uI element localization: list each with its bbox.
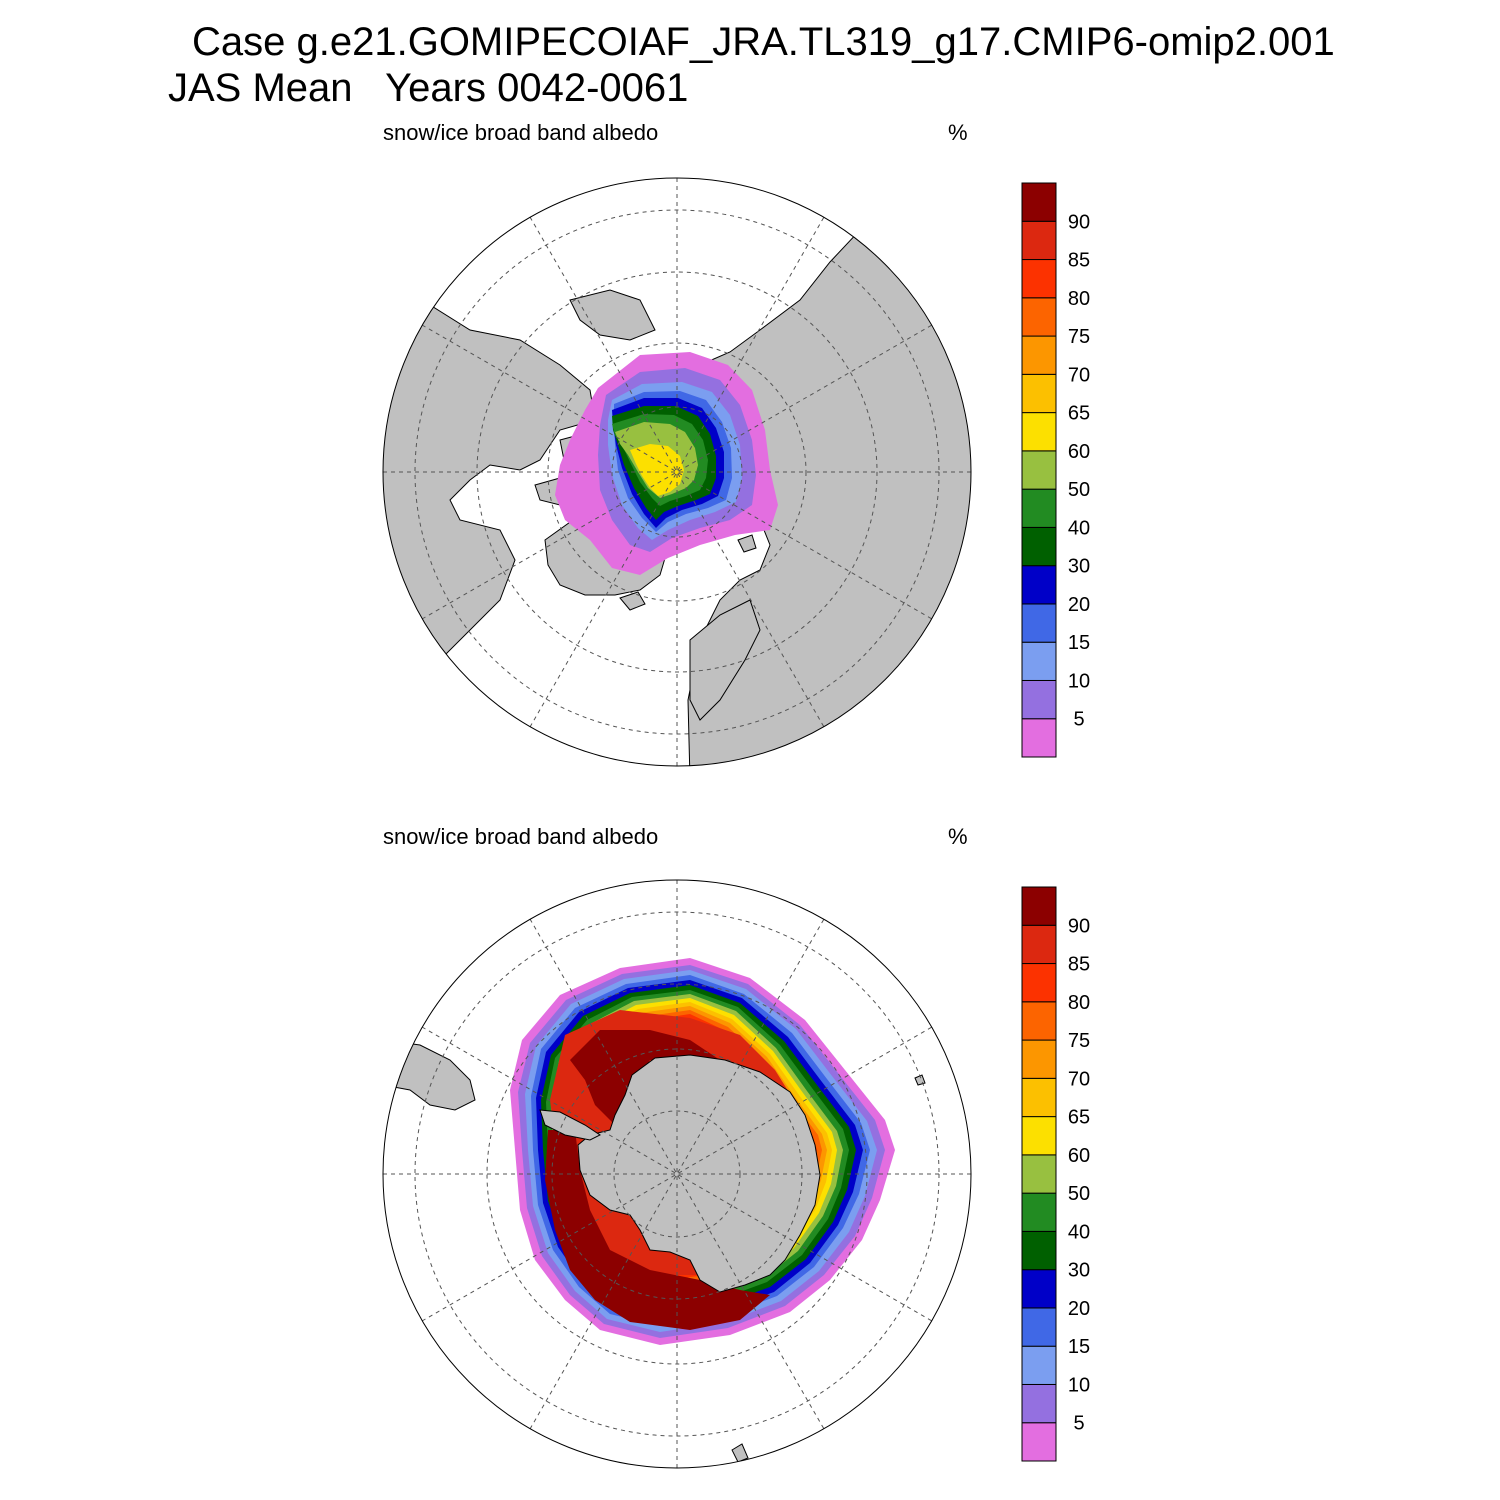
north-colorbar-swatch <box>1021 335 1057 375</box>
south-colorbar-label: 65 <box>1068 1107 1090 1129</box>
south-colorbar-label: 20 <box>1068 1298 1090 1320</box>
north-units-label: % <box>948 120 968 145</box>
north-colorbar-swatch <box>1021 526 1057 567</box>
south-colorbar-swatch <box>1021 1230 1057 1271</box>
south-colorbar: 5 10 15 20 30 40 50 60 65 70 75 80 85 90 <box>1021 886 1090 1462</box>
south-colorbar-swatch <box>1021 1269 1057 1309</box>
north-colorbar-swatch <box>1021 679 1057 720</box>
south-colorbar-swatch <box>1021 1383 1057 1424</box>
south-units-label: % <box>948 824 968 849</box>
figure-title-period: JAS Mean Years 0042-0061 <box>168 66 689 110</box>
south-colorbar-label: 5 <box>1073 1413 1084 1435</box>
south-colorbar-label: 70 <box>1068 1068 1090 1090</box>
south-colorbar-swatch <box>1021 1001 1057 1041</box>
south-colorbar-swatch <box>1021 886 1057 926</box>
south-colorbar-swatch <box>1021 1422 1057 1462</box>
south-colorbar-swatch <box>1021 1077 1057 1118</box>
north-colorbar-label: 75 <box>1068 326 1090 348</box>
north-colorbar-swatch <box>1021 488 1057 528</box>
south-colorbar-label: 80 <box>1068 992 1090 1014</box>
north-colorbar-swatch <box>1021 182 1057 222</box>
south-map-border <box>382 879 972 1469</box>
north-colorbar-label: 10 <box>1068 670 1090 692</box>
south-colorbar-swatch <box>1021 1192 1057 1232</box>
north-graticule <box>383 178 971 766</box>
antarctic-peninsula <box>539 1109 601 1141</box>
north-colorbar-label: 90 <box>1068 211 1090 233</box>
land-shape <box>689 599 761 721</box>
north-colorbar-swatch <box>1021 603 1057 643</box>
south-colorbar-label: 90 <box>1068 915 1090 937</box>
north-colorbar-swatch <box>1021 259 1057 299</box>
south-colorbar-swatch <box>1021 1307 1057 1347</box>
north-colorbar-label: 20 <box>1068 594 1090 616</box>
land-shape <box>737 534 757 553</box>
south-variable-label: snow/ice broad band albedo <box>383 824 659 849</box>
land-shape <box>731 1443 749 1463</box>
land-shape <box>619 591 646 611</box>
south-polar-map <box>382 879 972 1469</box>
south-colorbar-label: 10 <box>1068 1374 1090 1396</box>
north-colorbar: 5 10 15 20 30 40 50 60 65 70 75 80 85 90 <box>1021 182 1090 758</box>
north-colorbar-label: 5 <box>1073 709 1084 731</box>
south-colorbar-swatch <box>1021 1345 1057 1385</box>
south-colorbar-swatch <box>1021 924 1057 965</box>
north-colorbar-swatch <box>1021 641 1057 681</box>
south-colorbar-swatch <box>1021 1116 1057 1156</box>
north-colorbar-label: 65 <box>1068 403 1090 425</box>
north-colorbar-swatch <box>1021 718 1057 758</box>
north-map-border <box>382 177 972 767</box>
north-colorbar-label: 80 <box>1068 288 1090 310</box>
north-colorbar-label: 70 <box>1068 364 1090 386</box>
south-band-max-2 <box>545 1130 770 1330</box>
north-colorbar-swatch <box>1021 450 1057 490</box>
north-variable-label: snow/ice broad band albedo <box>383 120 659 145</box>
north-colorbar-swatch <box>1021 565 1057 605</box>
south-colorbar-label: 30 <box>1068 1260 1090 1282</box>
south-colorbar-swatch <box>1021 1039 1057 1079</box>
north-colorbar-label: 60 <box>1068 441 1090 463</box>
south-colorbar-label: 15 <box>1068 1336 1090 1358</box>
north-colorbar-label: 50 <box>1068 479 1090 501</box>
south-colorbar-swatch <box>1021 1154 1057 1194</box>
north-colorbar-label: 40 <box>1068 517 1090 539</box>
land-shape <box>383 299 596 701</box>
north-colorbar-swatch <box>1021 412 1057 452</box>
south-colorbar-swatch <box>1021 963 1057 1003</box>
north-colorbar-label: 15 <box>1068 632 1090 654</box>
figure-title-case: Case g.e21.GOMIPECOIAF_JRA.TL319_g17.CMI… <box>192 20 1335 64</box>
north-colorbar-swatch <box>1021 373 1057 414</box>
north-colorbar-swatch <box>1021 297 1057 337</box>
south-colorbar-label: 75 <box>1068 1030 1090 1052</box>
south-graticule <box>383 880 971 1468</box>
land-shape <box>569 289 656 341</box>
north-colorbar-label: 85 <box>1068 250 1090 272</box>
south-colorbar-label: 60 <box>1068 1145 1090 1167</box>
north-colorbar-swatch <box>1021 220 1057 261</box>
north-colorbar-label: 30 <box>1068 556 1090 578</box>
north-polar-map <box>382 177 972 767</box>
south-colorbar-label: 50 <box>1068 1183 1090 1205</box>
south-colorbar-label: 85 <box>1068 954 1090 976</box>
south-colorbar-label: 40 <box>1068 1221 1090 1243</box>
